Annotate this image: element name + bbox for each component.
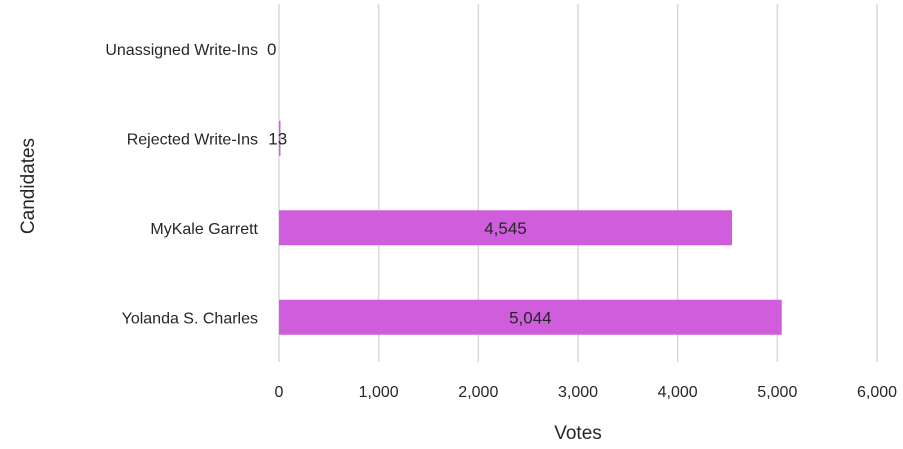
bar xyxy=(279,120,281,156)
category-labels: Unassigned Write-Ins Rejected Write-Ins My… xyxy=(105,42,258,328)
x-tick-label: 1,000 xyxy=(359,384,399,401)
x-tick-label: 0 xyxy=(275,384,284,401)
data-labels: 0 13 4,545 5,044 xyxy=(267,40,552,328)
bar xyxy=(279,210,732,246)
category-label: Rejected Write-Ins xyxy=(127,131,258,148)
category-label: Unassigned Write-Ins xyxy=(105,42,258,59)
y-axis-title: Candidates xyxy=(18,138,39,234)
category-label: Yolanda S. Charles xyxy=(122,310,258,327)
category-label: MyKale Garrett xyxy=(150,221,258,238)
data-label: 0 xyxy=(267,40,276,59)
x-axis-title: Votes xyxy=(554,423,602,444)
x-tick-label: 3,000 xyxy=(558,384,598,401)
gridlines xyxy=(278,4,878,362)
x-tick-label: 5,000 xyxy=(757,384,797,401)
x-tick-label: 6,000 xyxy=(857,384,897,401)
x-tick-labels: 0 1,000 2,000 3,000 4,000 5,000 6,000 xyxy=(275,384,898,401)
data-label: 13 xyxy=(268,129,287,148)
bars xyxy=(279,120,782,335)
data-label: 4,545 xyxy=(484,219,527,238)
bar xyxy=(279,299,782,335)
x-tick-label: 4,000 xyxy=(658,384,698,401)
data-label: 5,044 xyxy=(509,308,552,327)
x-tick-label: 2,000 xyxy=(458,384,498,401)
